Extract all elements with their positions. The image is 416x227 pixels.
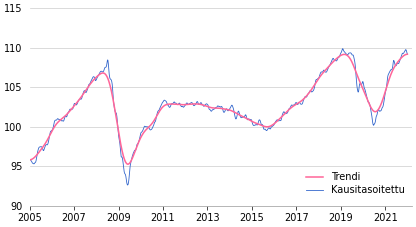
Trendi [27, 158, 32, 161]
Kausitasoitettu [68, 108, 73, 111]
Trendi [362, 91, 367, 94]
Kausitasoitettu [352, 60, 357, 63]
Kausitasoitettu [324, 70, 329, 72]
Trendi [68, 109, 73, 111]
Trendi [324, 67, 329, 70]
Kausitasoitettu [340, 47, 345, 50]
Kausitasoitettu [392, 63, 397, 66]
Kausitasoitettu [398, 58, 403, 61]
Legend: Trendi, Kausitasoitettu: Trendi, Kausitasoitettu [304, 170, 407, 197]
Line: Kausitasoitettu: Kausitasoitettu [30, 49, 407, 185]
Line: Trendi: Trendi [30, 54, 407, 164]
Kausitasoitettu [27, 158, 32, 161]
Trendi [126, 163, 131, 165]
Kausitasoitettu [125, 184, 130, 186]
Kausitasoitettu [362, 88, 367, 91]
Kausitasoitettu [405, 53, 410, 56]
Trendi [352, 66, 357, 69]
Trendi [405, 53, 410, 56]
Trendi [392, 65, 397, 68]
Trendi [397, 58, 402, 61]
